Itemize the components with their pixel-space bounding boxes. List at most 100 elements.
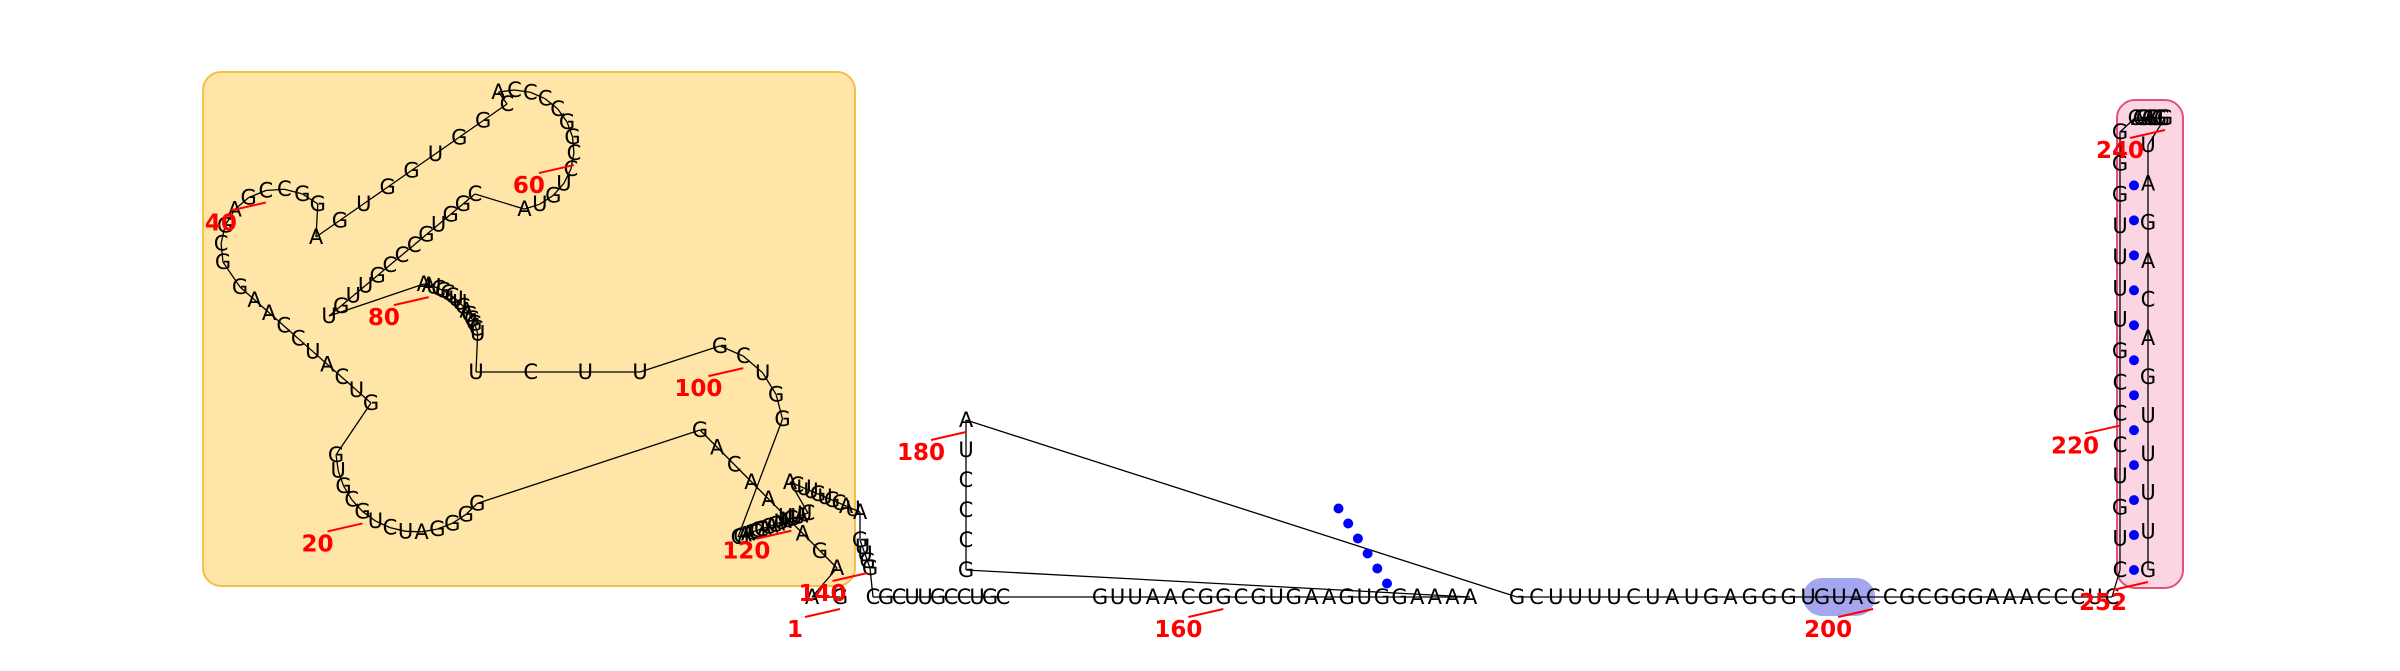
backbone-segment [341, 376, 357, 391]
nucleotide: G [370, 263, 386, 287]
backbone-segment [328, 283, 425, 317]
nucleotide: U [632, 360, 647, 384]
backbone-segment [784, 519, 789, 522]
nucleotide: U [532, 192, 547, 216]
backbone-segment [2119, 117, 2136, 133]
backbone-segment [326, 363, 343, 378]
nucleotide: U [2112, 276, 2127, 300]
nucleotide: G [2112, 339, 2128, 363]
nucleotide: U [845, 497, 860, 521]
backbone-segment [220, 243, 224, 263]
nucleotide: G [1742, 585, 1758, 609]
nucleotide: G [852, 528, 868, 552]
nucleotide: U [755, 361, 770, 385]
backbone-segment [468, 314, 473, 320]
nucleotide: U [431, 213, 446, 237]
backbone-segment [762, 372, 777, 395]
backbone-segment [335, 454, 339, 471]
nucleotide: G [1703, 585, 1719, 609]
nucleotide: G [2140, 210, 2156, 234]
nucleotide: U [556, 171, 571, 195]
nucleotide: A [309, 225, 324, 249]
nucleotide: G [2112, 151, 2128, 175]
position-tick [2084, 424, 2121, 435]
base-pair-dot [2129, 180, 2139, 191]
nucleotide: U [787, 506, 802, 530]
nucleotide: C [500, 92, 515, 116]
base-pair-dot [2129, 530, 2139, 541]
backbone-segment [794, 515, 799, 519]
backbone-segment [423, 283, 429, 286]
backbone-segment [352, 285, 366, 297]
backbone-segment [362, 510, 376, 522]
nucleotide: C [959, 528, 974, 552]
nucleotide: U [2112, 245, 2127, 269]
backbone-segment [767, 524, 772, 528]
backbone-segment [301, 193, 319, 205]
nucleotide: G [1092, 585, 1108, 609]
backbone-segment [859, 539, 864, 548]
backbone-segment [375, 520, 391, 529]
position-tick [756, 529, 792, 540]
backbone-segment [768, 498, 787, 517]
nucleotide: G [455, 294, 471, 318]
nucleotide: A [2141, 326, 2156, 350]
nucleotide: A [796, 522, 811, 546]
backbone-segment [771, 523, 775, 527]
backbone-segment [339, 203, 365, 221]
base-pair-dot [1333, 503, 1344, 514]
nucleotide: U [797, 502, 812, 526]
nucleotide: C [383, 516, 398, 540]
backbone-segment [811, 567, 838, 598]
highlight-layer [202, 71, 2184, 616]
backbone-segment [751, 530, 755, 534]
nucleotide: C [291, 327, 306, 351]
backbone-segment [462, 305, 468, 311]
nucleotide: U [1548, 585, 1563, 609]
backbone-segment [401, 244, 415, 256]
backbone-segment [864, 553, 869, 562]
nucleotide: C [440, 281, 455, 305]
backbone-segment [459, 302, 464, 307]
nucleotide: G [1509, 585, 1525, 609]
backbone-segment [719, 345, 744, 357]
nucleotide: G [328, 443, 344, 467]
nucleotide: U [796, 476, 811, 500]
nucleotide: A [771, 511, 786, 535]
nucleotide: G [733, 524, 749, 548]
nucleotide: U [448, 287, 463, 311]
nucleotide: A [1146, 585, 1161, 609]
nucleotide: G [461, 303, 477, 327]
nucleotide: G [768, 382, 784, 406]
nucleotide: C [523, 80, 538, 104]
base-pair-dot [1352, 533, 1363, 544]
backbone-segment [365, 274, 379, 286]
nucleotide: A [839, 494, 854, 518]
backbone-layer [220, 89, 2166, 598]
backbone-segment [433, 285, 439, 290]
nucleotide: A [959, 408, 974, 432]
nucleotide: A [2131, 106, 2146, 130]
backbone-segment [777, 521, 782, 524]
nucleotide: U [305, 339, 320, 363]
backbone-segment [747, 531, 752, 535]
nucleotide: C [944, 585, 959, 609]
nucleotide: G [333, 294, 349, 318]
nucleotide: G [354, 499, 370, 523]
nucleotide: G [859, 549, 875, 573]
nucleotide: U [2112, 308, 2127, 332]
backbone-segment [315, 219, 341, 238]
backbone-segment [514, 89, 531, 93]
base-pair-dot [2129, 215, 2139, 226]
backbone-segment [869, 567, 874, 598]
position-tick [538, 164, 575, 175]
backbone-segment [803, 487, 812, 492]
nucleotide: U [2148, 106, 2163, 130]
backbone-segment [335, 402, 372, 456]
nucleotide: C [2113, 558, 2128, 582]
backbone-segment [789, 481, 809, 514]
base-pair-dot [2129, 425, 2139, 436]
backbone-segment [387, 169, 412, 188]
nucleotide: A [764, 514, 779, 538]
nucleotide: U [904, 585, 919, 609]
